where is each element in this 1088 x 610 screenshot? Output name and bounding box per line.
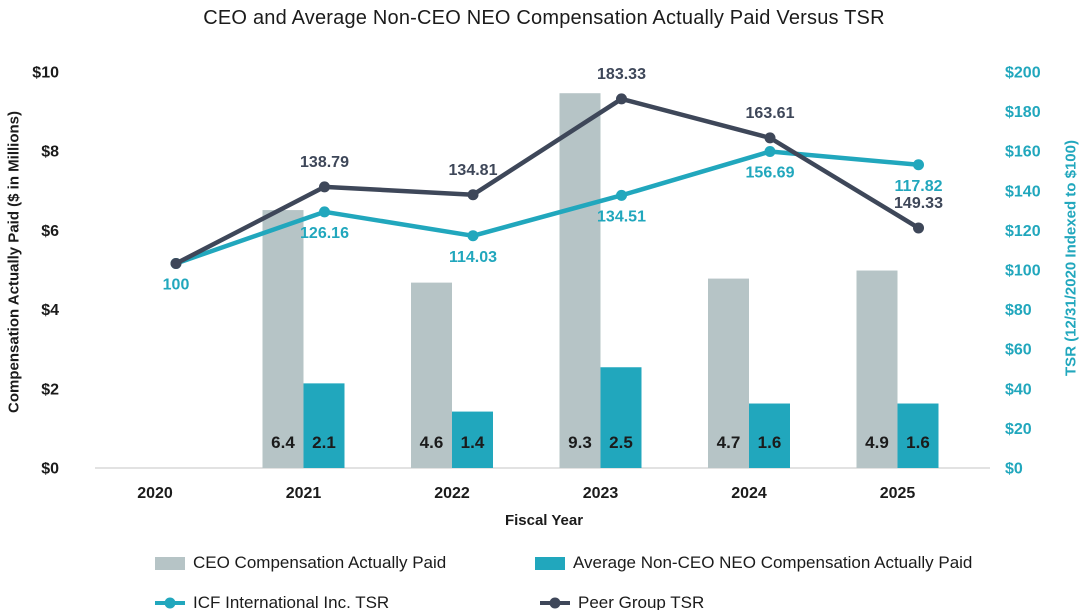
bar-label-neo-2022: 1.4	[461, 433, 485, 452]
bar-label-ceo-2022: 4.6	[420, 433, 444, 452]
right-axis-tick: $20	[1005, 421, 1032, 438]
marker-icf-2023	[616, 189, 627, 201]
bar-ceo-2021	[262, 210, 304, 468]
bar-label-neo-2023: 2.5	[609, 433, 633, 452]
legend-item-ceo-compensation: CEO Compensation Actually Paid	[155, 553, 446, 573]
line-label-peer-2024: 163.61	[746, 105, 795, 122]
right-axis-tick: $40	[1005, 381, 1032, 398]
line-label-peer-2023: 183.33	[597, 66, 646, 83]
line-peer	[173, 96, 921, 266]
bar-neo-2021	[303, 383, 345, 468]
bar-ceo-2024	[708, 278, 749, 468]
right-axis-tick: $0	[1005, 461, 1023, 478]
bar-label-ceo-2024: 4.7	[717, 433, 741, 452]
line-label-peer-2021: 138.79	[300, 154, 349, 171]
legend-label: ICF International Inc. TSR	[193, 593, 390, 610]
left-axis-tick: $4	[41, 302, 59, 319]
right-axis-tick: $140	[1005, 183, 1041, 200]
line-label-icf-2022: 114.03	[449, 249, 497, 266]
right-axis-tick: $180	[1005, 104, 1041, 121]
legend-label: CEO Compensation Actually Paid	[193, 553, 447, 572]
right-axis-tick: $60	[1005, 342, 1032, 359]
bar-label-ceo-2025: 4.9	[865, 433, 889, 452]
right-axis-tick: $200	[1005, 65, 1041, 82]
line-label-icf-2023: 134.51	[597, 208, 646, 225]
right-axis-tick: $80	[1005, 302, 1032, 319]
legend-label: Peer Group TSR	[578, 593, 705, 610]
marker-icf-2021	[319, 206, 330, 218]
legend-line-marker-navy	[540, 597, 570, 609]
line-label-peer-2025: 149.33	[894, 195, 943, 212]
bar-label-neo-2025: 1.6	[906, 433, 930, 452]
x-tick-2022: 2022	[434, 485, 470, 502]
legend-item-icf-tsr: ICF International Inc. TSR	[155, 593, 389, 610]
x-axis-title: Fiscal Year	[504, 512, 584, 529]
bar-ceo-2023	[559, 93, 601, 469]
marker-peer-2025	[913, 222, 924, 234]
x-tick-2021: 2021	[286, 485, 322, 502]
bar-ceo-2022	[411, 282, 452, 468]
x-tick-2020: 2020	[137, 485, 173, 502]
bar-label-ceo-2023: 9.3	[568, 433, 592, 452]
chart-title: CEO and Average Non-CEO NEO Compensation…	[203, 7, 885, 29]
right-axis-tick: $120	[1005, 223, 1041, 240]
marker-peer-2023	[616, 93, 627, 105]
bar-label-neo-2024: 1.6	[758, 433, 782, 452]
marker-peer-2024	[764, 132, 776, 144]
bar-ceo-2025	[856, 270, 898, 468]
marker-icf-2024	[764, 146, 776, 158]
bar-label-neo-2021: 2.1	[312, 433, 336, 452]
left-axis-tick: $8	[41, 144, 59, 161]
legend-item-peer-group-tsr: Peer Group TSR	[540, 593, 704, 610]
right-axis-tick: $100	[1005, 263, 1041, 280]
bar-neo-2024	[749, 403, 790, 468]
line-label-icf-2025: 117.82	[894, 178, 942, 195]
marker-icf-2022	[467, 230, 479, 242]
bar-neo-2025	[897, 403, 939, 468]
bar-label-ceo-2021: 6.4	[271, 433, 295, 452]
left-axis-tick: $2	[41, 381, 59, 398]
left-axis-tick: $10	[32, 65, 59, 82]
legend-swatch-teal	[535, 556, 565, 570]
line-label-icf-2020: 100	[163, 277, 190, 294]
marker-peer-2020	[170, 258, 182, 269]
left-axis-tick: $6	[41, 223, 59, 240]
bar-neo-2023	[600, 367, 642, 468]
line-label-icf-2024: 156.69	[746, 165, 795, 182]
marker-peer-2021	[319, 181, 330, 193]
line-label-peer-2022: 134.81	[449, 162, 498, 179]
x-tick-2024: 2024	[731, 485, 767, 502]
marker-peer-2022	[467, 189, 479, 201]
x-tick-2023: 2023	[583, 485, 619, 502]
legend-line-marker-teal	[155, 597, 185, 609]
x-tick-2025: 2025	[880, 485, 916, 502]
left-axis-tick: $0	[41, 461, 59, 478]
line-label-icf-2021: 126.16	[300, 225, 349, 242]
marker-icf-2025	[913, 159, 924, 171]
legend-label: Average Non-CEO NEO Compensation Actuall…	[573, 553, 973, 572]
bar-neo-2022	[452, 411, 493, 468]
legend-swatch-gray	[155, 556, 185, 570]
right-axis-tick: $160	[1005, 144, 1041, 161]
legend-item-neo-compensation: Average Non-CEO NEO Compensation Actuall…	[535, 553, 972, 573]
